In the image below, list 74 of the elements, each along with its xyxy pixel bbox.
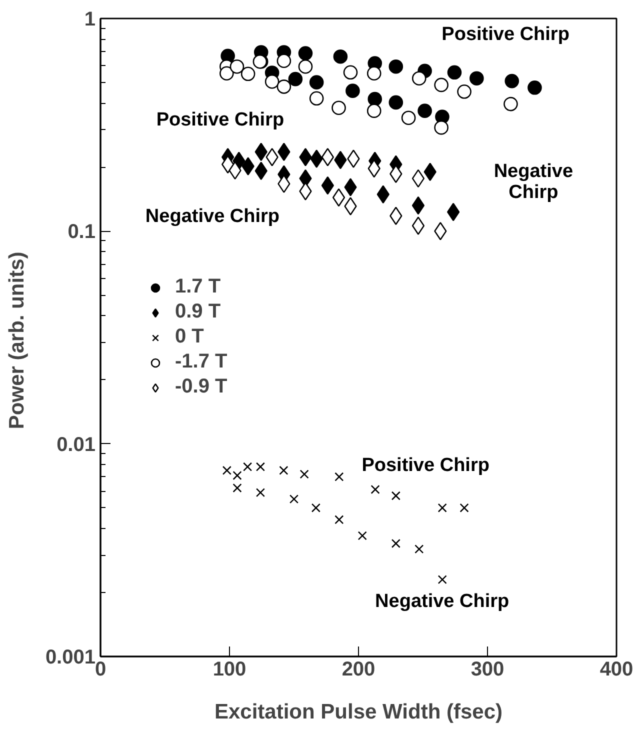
point	[412, 196, 425, 215]
annotation: Positive Chirp	[156, 109, 284, 130]
point	[256, 488, 265, 498]
point	[528, 80, 542, 95]
annotation: Negative Chirp	[494, 160, 574, 203]
point	[232, 470, 242, 480]
point	[470, 71, 484, 86]
point	[504, 74, 520, 88]
point	[300, 470, 309, 479]
y-tick-label: 0.01	[56, 434, 96, 456]
point	[220, 66, 234, 81]
point	[447, 65, 462, 80]
point	[412, 216, 425, 235]
point	[299, 182, 312, 200]
x-tick-label: 100	[212, 658, 246, 680]
point	[390, 164, 402, 183]
point	[311, 503, 320, 512]
point	[333, 49, 348, 64]
point	[438, 575, 447, 584]
point	[388, 95, 404, 110]
x-tick-label: 400	[600, 658, 634, 680]
point	[414, 544, 424, 554]
y-tick-label: 1	[84, 8, 96, 30]
annotation: Negative Chirp	[145, 206, 280, 227]
legend-label: 1.7 T	[175, 276, 221, 298]
point	[334, 472, 344, 482]
annotation: Positive Chirp	[442, 24, 570, 45]
point	[347, 150, 360, 168]
point	[309, 75, 324, 90]
point	[418, 104, 432, 118]
legend-label: 0.9 T	[175, 300, 221, 324]
y-axis-title: Power (arb. units)	[5, 252, 28, 430]
point	[310, 150, 323, 168]
y-tick-label: 0.1	[68, 221, 96, 244]
point	[346, 84, 360, 98]
point	[256, 462, 265, 472]
point	[289, 494, 299, 504]
point	[358, 531, 367, 540]
point	[368, 92, 382, 106]
x-axis-title: Excitation Pulse Width (fsec)	[214, 700, 503, 724]
point	[230, 59, 244, 74]
point	[243, 462, 252, 472]
point	[278, 174, 290, 193]
point	[279, 466, 288, 475]
point	[222, 466, 232, 475]
point	[412, 169, 425, 188]
legend-label: -0.9 T	[175, 376, 228, 398]
point	[242, 157, 254, 176]
x-tick-label: 200	[342, 658, 376, 680]
point	[288, 72, 303, 86]
point	[298, 46, 313, 60]
legend-label: 0 T	[175, 326, 204, 348]
x-tick-label: 300	[470, 658, 504, 680]
point	[276, 54, 292, 68]
point	[344, 197, 357, 216]
point	[434, 222, 447, 240]
point	[232, 483, 242, 493]
point	[370, 484, 380, 494]
point	[391, 538, 400, 548]
x-tick-label: 0	[94, 658, 106, 680]
point	[460, 503, 469, 512]
point	[264, 74, 280, 89]
point	[412, 71, 426, 86]
annotation: Positive Chirp	[362, 455, 490, 476]
point	[334, 515, 344, 524]
point	[376, 185, 390, 204]
point	[438, 503, 447, 512]
y-tick-label: 0.001	[45, 646, 96, 668]
point	[332, 188, 346, 207]
point	[344, 178, 357, 196]
point	[388, 59, 404, 74]
legend-label: -1.7 T	[175, 350, 228, 374]
point	[391, 491, 400, 500]
annotation: Negative Chirp	[375, 591, 510, 612]
